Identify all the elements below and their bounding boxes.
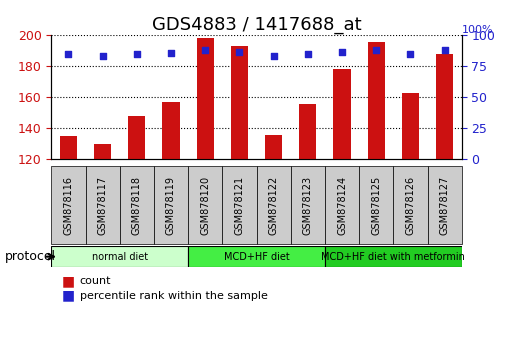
- Text: normal diet: normal diet: [92, 252, 148, 262]
- Text: GSM878118: GSM878118: [132, 176, 142, 235]
- Text: GSM878122: GSM878122: [269, 176, 279, 235]
- Bar: [402, 93, 419, 159]
- FancyBboxPatch shape: [154, 166, 188, 244]
- Text: GSM878127: GSM878127: [440, 176, 449, 235]
- Text: MCD+HF diet with metformin: MCD+HF diet with metformin: [321, 252, 465, 262]
- Bar: [436, 54, 453, 159]
- Text: GSM878119: GSM878119: [166, 176, 176, 235]
- Point: [372, 47, 380, 53]
- FancyBboxPatch shape: [51, 246, 188, 267]
- FancyBboxPatch shape: [427, 166, 462, 244]
- Point: [338, 48, 346, 54]
- Point: [304, 51, 312, 57]
- FancyBboxPatch shape: [86, 166, 120, 244]
- Text: GSM878123: GSM878123: [303, 176, 313, 235]
- Bar: [368, 41, 385, 159]
- Point: [201, 47, 209, 53]
- Bar: [94, 144, 111, 159]
- Text: protocol: protocol: [5, 250, 56, 263]
- Text: GSM878125: GSM878125: [371, 176, 381, 235]
- FancyBboxPatch shape: [188, 246, 325, 267]
- Text: GSM878124: GSM878124: [337, 176, 347, 235]
- Text: 100%: 100%: [462, 25, 494, 35]
- FancyBboxPatch shape: [256, 166, 291, 244]
- Text: GSM878121: GSM878121: [234, 176, 244, 235]
- FancyBboxPatch shape: [188, 166, 222, 244]
- Bar: [231, 46, 248, 159]
- Point: [441, 47, 449, 53]
- Point: [98, 53, 107, 59]
- Point: [269, 53, 278, 59]
- Bar: [128, 116, 145, 159]
- Point: [235, 48, 244, 54]
- Point: [64, 51, 72, 57]
- Point: [406, 51, 415, 57]
- Text: GSM878116: GSM878116: [64, 176, 73, 235]
- FancyBboxPatch shape: [222, 166, 256, 244]
- FancyBboxPatch shape: [291, 166, 325, 244]
- FancyBboxPatch shape: [359, 166, 393, 244]
- Point: [133, 51, 141, 57]
- Text: ■: ■: [62, 289, 75, 303]
- Point: [167, 50, 175, 56]
- FancyBboxPatch shape: [51, 166, 86, 244]
- Text: MCD+HF diet: MCD+HF diet: [224, 252, 289, 262]
- Text: percentile rank within the sample: percentile rank within the sample: [80, 291, 267, 301]
- Bar: [163, 102, 180, 159]
- Text: count: count: [80, 276, 111, 286]
- Bar: [265, 135, 282, 159]
- Bar: [196, 39, 214, 159]
- Bar: [333, 69, 350, 159]
- Text: ■: ■: [62, 274, 75, 289]
- FancyBboxPatch shape: [325, 166, 359, 244]
- Bar: [299, 103, 317, 159]
- Text: GSM878120: GSM878120: [200, 176, 210, 235]
- Text: GSM878117: GSM878117: [97, 176, 108, 235]
- Text: GSM878126: GSM878126: [405, 176, 416, 235]
- FancyBboxPatch shape: [120, 166, 154, 244]
- FancyBboxPatch shape: [325, 246, 462, 267]
- Bar: [60, 136, 77, 159]
- Title: GDS4883 / 1417688_at: GDS4883 / 1417688_at: [152, 16, 361, 34]
- FancyBboxPatch shape: [393, 166, 427, 244]
